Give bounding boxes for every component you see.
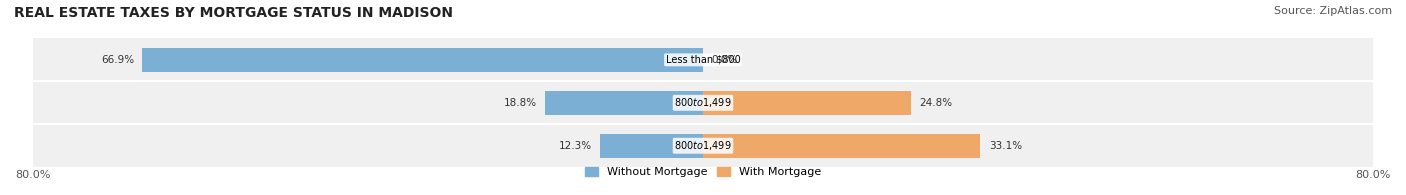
Text: $800 to $1,499: $800 to $1,499 xyxy=(675,139,731,152)
Legend: Without Mortgage, With Mortgage: Without Mortgage, With Mortgage xyxy=(585,167,821,177)
Text: Less than $800: Less than $800 xyxy=(665,55,741,65)
Bar xyxy=(703,91,911,115)
Text: 24.8%: 24.8% xyxy=(920,98,952,108)
Text: $800 to $1,499: $800 to $1,499 xyxy=(675,96,731,109)
Bar xyxy=(32,124,1374,167)
Text: 18.8%: 18.8% xyxy=(503,98,537,108)
Text: 33.1%: 33.1% xyxy=(988,141,1022,151)
Bar xyxy=(142,48,703,72)
Text: 12.3%: 12.3% xyxy=(558,141,592,151)
Bar xyxy=(32,38,1374,81)
Text: Source: ZipAtlas.com: Source: ZipAtlas.com xyxy=(1274,6,1392,16)
Text: 0.0%: 0.0% xyxy=(711,55,738,65)
Text: 66.9%: 66.9% xyxy=(101,55,134,65)
Bar xyxy=(546,91,703,115)
Bar xyxy=(600,134,703,158)
Bar xyxy=(703,134,980,158)
Text: REAL ESTATE TAXES BY MORTGAGE STATUS IN MADISON: REAL ESTATE TAXES BY MORTGAGE STATUS IN … xyxy=(14,6,453,20)
Bar xyxy=(32,81,1374,124)
